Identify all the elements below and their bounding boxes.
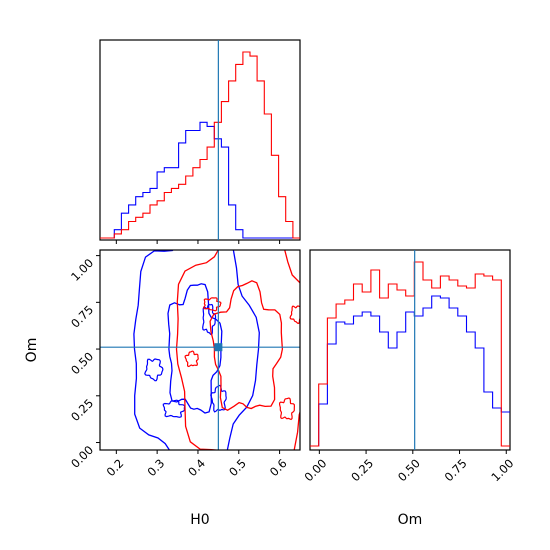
contour-island bbox=[202, 303, 217, 336]
joint-y-axis-label: Om bbox=[24, 338, 40, 363]
joint-y-tick-label: 1.00 bbox=[68, 256, 96, 284]
om-marginal-frame bbox=[309, 249, 511, 451]
truth-marker bbox=[214, 343, 223, 352]
h0-marginal-ticks bbox=[115, 240, 281, 244]
contour-island bbox=[184, 350, 199, 368]
h0-hist-series-1 bbox=[100, 121, 300, 239]
h0-marginal-panel bbox=[99, 39, 301, 244]
joint-y-tick-label: 0.50 bbox=[68, 349, 96, 377]
h0-histograms bbox=[100, 51, 300, 239]
joint-x-tick-label: 0.3 bbox=[144, 456, 167, 479]
joint-y-ticks: 0.00 0.25 0.50 0.75 1.00 bbox=[68, 255, 100, 471]
joint-x-tick-label: 0.4 bbox=[185, 456, 208, 479]
om-x-tick-label: 0.25 bbox=[348, 456, 376, 484]
om-x-axis-label: Om bbox=[398, 512, 423, 528]
joint-x-tick-label: 0.6 bbox=[267, 456, 290, 479]
joint-x-tick-label: 0.5 bbox=[226, 456, 249, 479]
contour-island bbox=[210, 384, 227, 413]
om-hist-series-1 bbox=[310, 295, 510, 447]
om-x-tick-label: 1.00 bbox=[488, 456, 516, 484]
joint-frame bbox=[99, 249, 301, 451]
contour-inner-1 bbox=[167, 283, 223, 414]
contour-island bbox=[279, 397, 296, 421]
h0-marginal-frame bbox=[99, 39, 301, 241]
contour-outer-1 bbox=[133, 250, 260, 450]
contour-lines bbox=[133, 250, 300, 450]
joint-x-tick-label: 0.2 bbox=[104, 456, 127, 479]
om-hist-series-2 bbox=[310, 261, 510, 447]
om-x-tick-label: 0.00 bbox=[301, 456, 329, 484]
joint-contour-panel: 0.2 0.3 0.4 0.5 0.6 0.000.250.500.751.00 H0 … bbox=[24, 249, 301, 528]
joint-y-tick-label: 0.75 bbox=[68, 303, 96, 331]
h0-hist-series-2 bbox=[100, 51, 300, 239]
joint-y-tick-label: 0.00 bbox=[68, 443, 96, 471]
joint-x-axis-label: H0 bbox=[190, 512, 209, 528]
om-x-tick-label: 0.50 bbox=[395, 456, 423, 484]
contour-island bbox=[289, 305, 300, 325]
contour-island bbox=[144, 358, 164, 382]
contour-island bbox=[162, 399, 186, 418]
contour-outer-2 bbox=[175, 250, 300, 450]
contour-island bbox=[203, 297, 222, 312]
om-histograms bbox=[310, 261, 510, 447]
om-x-tick-label: 0.75 bbox=[442, 456, 470, 484]
om-x-ticks: 0.00 0.25 0.50 0.75 1.00 bbox=[301, 450, 516, 484]
om-marginal-panel: 0.00 0.25 0.50 0.75 1.00 Om bbox=[301, 249, 516, 528]
joint-x-ticks: 0.2 0.3 0.4 0.5 0.6 bbox=[104, 450, 290, 479]
joint-y-tick-label: 0.25 bbox=[68, 396, 96, 424]
